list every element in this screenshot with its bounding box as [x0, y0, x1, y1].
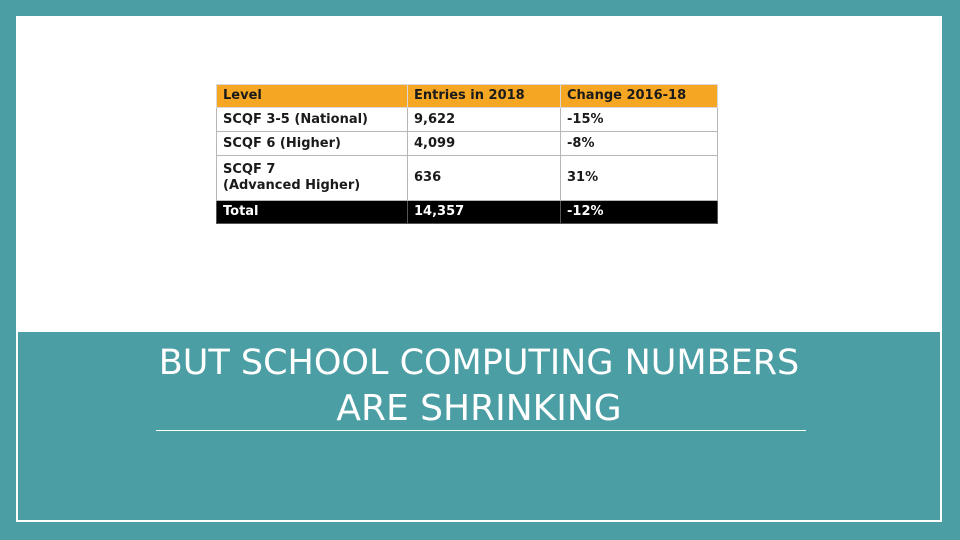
cell-level-line2: (Advanced Higher)	[223, 178, 361, 193]
total-entries: 14,357	[407, 200, 561, 224]
cell-entries: 636	[407, 155, 561, 201]
slide-content-area: Level Entries in 2018 Change 2016-18 SCQ…	[18, 18, 940, 332]
total-label: Total	[216, 200, 408, 224]
title-band	[18, 332, 940, 520]
slide-title-line2: ARE SHRINKING	[336, 388, 622, 429]
header-change: Change 2016-18	[560, 84, 718, 108]
slide-title-line1: BUT SCHOOL COMPUTING NUMBERS	[158, 343, 800, 383]
entries-table: Level Entries in 2018 Change 2016-18 SCQ…	[216, 84, 718, 224]
cell-entries: 9,622	[407, 107, 561, 132]
cell-level-line1: SCQF 7	[223, 162, 276, 177]
table-total-row: Total 14,357 -12%	[216, 200, 718, 224]
cell-change: -15%	[560, 107, 718, 132]
slide-title: BUT SCHOOL COMPUTING NUMBERS ARE SHRINKI…	[18, 340, 940, 432]
title-underline	[156, 430, 806, 431]
header-entries: Entries in 2018	[407, 84, 561, 108]
cell-level: SCQF 7 (Advanced Higher)	[216, 155, 408, 201]
cell-level: SCQF 6 (Higher)	[216, 131, 408, 156]
table-row: SCQF 7 (Advanced Higher) 636 31%	[216, 155, 718, 201]
table-header-row: Level Entries in 2018 Change 2016-18	[216, 84, 718, 108]
total-change: -12%	[560, 200, 718, 224]
table-row: SCQF 6 (Higher) 4,099 -8%	[216, 131, 718, 156]
cell-change: 31%	[560, 155, 718, 201]
table-row: SCQF 3-5 (National) 9,622 -15%	[216, 107, 718, 132]
header-level: Level	[216, 84, 408, 108]
cell-entries: 4,099	[407, 131, 561, 156]
slide-frame: Level Entries in 2018 Change 2016-18 SCQ…	[16, 16, 942, 522]
cell-change: -8%	[560, 131, 718, 156]
cell-level: SCQF 3-5 (National)	[216, 107, 408, 132]
